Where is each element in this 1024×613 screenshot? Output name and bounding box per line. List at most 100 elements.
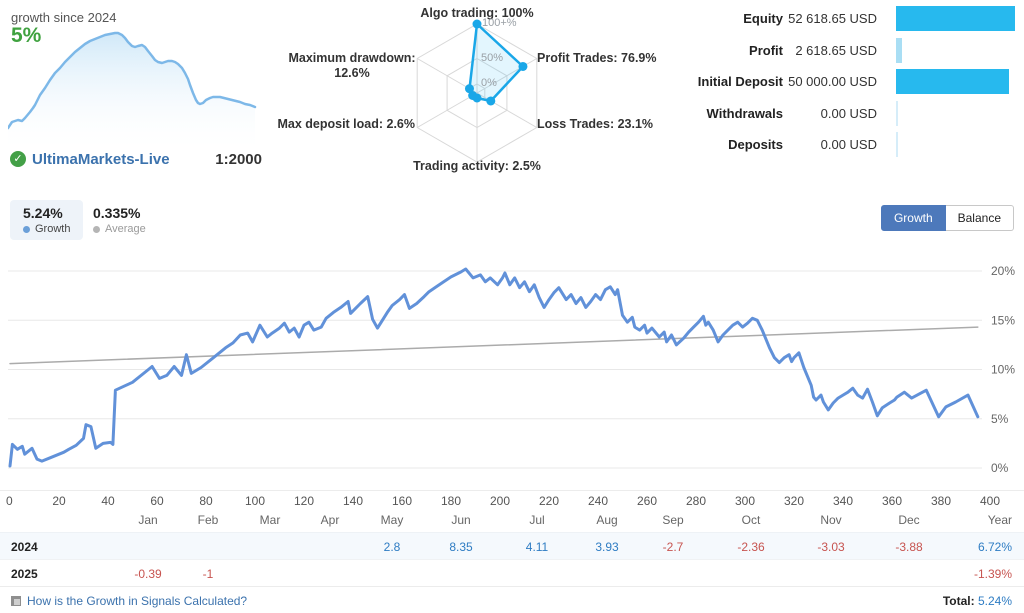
x-tick: 280	[685, 494, 707, 508]
month-label-nov: Nov	[820, 513, 842, 527]
sparkline-chart	[8, 31, 257, 150]
monthly-growth-value: -3.03	[817, 540, 845, 554]
stat-bar-track	[896, 37, 1015, 63]
stat-label: Equity	[743, 11, 783, 26]
monthly-growth-value: 2.8	[383, 540, 401, 554]
x-tick: 0	[6, 494, 13, 508]
total-value: 5.24%	[977, 594, 1012, 608]
stat-bar-track	[896, 6, 1015, 31]
stat-row-equity: Equity 52 618.65 USD	[690, 6, 1015, 31]
year-label: 2024	[11, 540, 38, 554]
x-tick: 380	[930, 494, 952, 508]
x-tick: 140	[342, 494, 364, 508]
growth-line-chart: 0% 5% 10% 15% 20%	[8, 264, 1015, 475]
month-label-jul: Jul	[529, 513, 545, 527]
x-axis-ticks: 0 20 40 60 80 100 120 140 160 180 200 220 240 260 280 3…	[0, 490, 1024, 509]
x-axis-months: Jan Feb Mar Apr May Jun Jul Aug Sep Oct Nov Dec Year	[0, 511, 1024, 530]
x-tick: 60	[150, 494, 164, 508]
table-row-2025: 2025 -0.39 -1 -1.39%	[0, 559, 1024, 586]
x-tick: 220	[538, 494, 560, 508]
radar-label-algo-trading: Algo trading: 100%	[420, 6, 534, 20]
month-label-aug: Aug	[596, 513, 618, 527]
month-label-jun: Jun	[451, 513, 471, 527]
monthly-growth-value: -3.88	[895, 540, 923, 554]
footer: How is the Growth in Signals Calculated?…	[0, 586, 1024, 613]
x-tick: 320	[783, 494, 805, 508]
growth-stat-label: Growth	[35, 223, 71, 235]
stat-bar	[896, 100, 898, 126]
stat-label: Profit	[749, 42, 783, 58]
radar-ring-label-50: 50%	[481, 52, 504, 64]
year-label: 2025	[11, 567, 38, 581]
radar-chart	[416, 19, 538, 163]
stat-value: 2 618.65 USD	[795, 42, 877, 58]
svg-text:15%: 15%	[991, 313, 1015, 327]
stat-value: 0.00 USD	[820, 105, 877, 121]
stat-row-deposits: Deposits 0.00 USD	[690, 132, 1015, 157]
svg-text:20%: 20%	[991, 264, 1015, 278]
x-tick: 400	[979, 494, 1001, 508]
monthly-growth-value: -2.7	[662, 540, 684, 554]
account-stats-panel: Equity 52 618.65 USD Profit 2 618.65 USD Ini…	[690, 6, 1015, 164]
monthly-growth-value: -2.36	[737, 540, 765, 554]
header: growth since 2024 5% ✓ UltimaMarkets-Liv…	[0, 0, 1024, 190]
month-label-apr: Apr	[320, 513, 340, 527]
growth-since-label: growth since 2024	[11, 10, 117, 25]
monthly-growth-value: 8.35	[449, 540, 473, 554]
account-row: ✓ UltimaMarkets-Live 1:2000	[10, 150, 262, 170]
average-stat-label: Average	[105, 223, 146, 235]
radar-label-loss-trades: Loss Trades: 23.1%	[537, 117, 654, 131]
stat-bar	[896, 132, 898, 157]
stat-bar-track	[896, 100, 1015, 126]
x-tick: 180	[440, 494, 462, 508]
average-stat-chip[interactable]: 0.335% Average	[80, 200, 159, 240]
svg-text:5%: 5%	[991, 412, 1009, 426]
stat-row-withdrawals: Withdrawals 0.00 USD	[690, 100, 1015, 126]
x-tick: 80	[199, 494, 213, 508]
stat-bar	[896, 37, 902, 63]
average-dot-icon	[93, 225, 100, 233]
month-label-sep: Sep	[662, 513, 684, 527]
stat-label: Withdrawals	[706, 105, 783, 121]
total-growth: Total: 5.24%	[943, 594, 1012, 608]
growth-stat-chip[interactable]: 5.24% Growth	[10, 200, 84, 240]
toolbar: 5.24% Growth 0.335% Average Growth Balan…	[0, 198, 1024, 240]
monthly-growth-value: 4.11	[525, 540, 549, 554]
x-tick: 160	[391, 494, 413, 508]
x-tick: 200	[489, 494, 511, 508]
year-column-label: Year	[987, 513, 1012, 527]
stat-value: 50 000.00 USD	[788, 74, 877, 89]
average-stat-value: 0.335%	[93, 205, 141, 221]
stat-label: Initial Deposit	[697, 74, 783, 89]
month-label-jan: Jan	[138, 513, 158, 527]
growth-tab-button[interactable]: Growth	[880, 205, 946, 231]
month-label-dec: Dec	[898, 513, 920, 527]
total-label: Total:	[942, 594, 975, 608]
radar-ring-label-0: 0%	[481, 77, 497, 89]
month-label-feb: Feb	[197, 513, 219, 527]
monthly-growth-value: 3.93	[595, 540, 619, 554]
x-tick: 340	[832, 494, 854, 508]
month-label-may: May	[380, 513, 404, 527]
svg-text:0%: 0%	[991, 461, 1009, 475]
growth-dot-icon	[23, 225, 30, 233]
balance-tab-button[interactable]: Balance	[945, 205, 1014, 231]
growth-help-link[interactable]: How is the Growth in Signals Calculated?	[11, 594, 247, 608]
stat-bar	[896, 69, 1010, 94]
help-book-icon	[11, 596, 21, 606]
radar-ring-label-100: 100+%	[482, 17, 517, 29]
stat-label: Deposits	[728, 137, 783, 152]
month-label-mar: Mar	[259, 513, 281, 527]
stat-row-initial-deposit: Initial Deposit 50 000.00 USD	[690, 69, 1015, 94]
radar-label-trading-activity: Trading activity: 2.5%	[413, 159, 541, 173]
radar-label-max-deposit-load: Max deposit load: 2.6%	[277, 117, 415, 131]
x-tick: 300	[734, 494, 756, 508]
stat-bar	[896, 6, 1015, 31]
stat-row-profit: Profit 2 618.65 USD	[690, 37, 1015, 63]
account-name-link[interactable]: UltimaMarkets-Live	[32, 151, 170, 168]
chart-mode-toggle: Growth Balance	[880, 205, 1014, 231]
growth-since-value: 5%	[11, 24, 42, 47]
x-tick: 40	[101, 494, 115, 508]
check-icon: ✓	[10, 151, 26, 167]
